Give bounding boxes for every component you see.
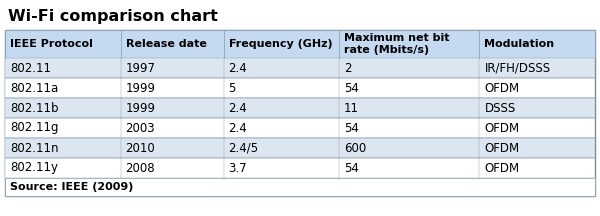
Text: Frequency (GHz): Frequency (GHz) [229, 39, 332, 49]
Bar [5, 30, 595, 58]
Text: 1997: 1997 [125, 62, 155, 75]
Text: 802.11y: 802.11y [10, 162, 58, 175]
Text: OFDM: OFDM [484, 141, 520, 154]
Bar [5, 30, 595, 196]
Text: DSSS: DSSS [484, 102, 516, 114]
Text: 2.4: 2.4 [229, 102, 247, 114]
Bar [5, 178, 595, 196]
Text: 54: 54 [344, 81, 359, 95]
Bar [5, 138, 595, 158]
Text: Release date: Release date [125, 39, 206, 49]
Text: 11: 11 [344, 102, 359, 114]
Text: 54: 54 [344, 121, 359, 135]
Text: Maximum net bit
rate (Mbits/s): Maximum net bit rate (Mbits/s) [344, 33, 449, 55]
Text: 802.11a: 802.11a [10, 81, 58, 95]
Text: 802.11n: 802.11n [10, 141, 59, 154]
Text: 1999: 1999 [125, 81, 155, 95]
Text: Modulation: Modulation [484, 39, 554, 49]
Bar [5, 78, 595, 98]
Text: 2008: 2008 [125, 162, 155, 175]
Text: 2.4: 2.4 [229, 62, 247, 75]
Bar [5, 118, 595, 138]
Text: IR/FH/DSSS: IR/FH/DSSS [484, 62, 551, 75]
Text: 802.11b: 802.11b [10, 102, 59, 114]
Bar [5, 158, 595, 178]
Bar [5, 58, 595, 78]
Text: Source: IEEE (2009): Source: IEEE (2009) [10, 182, 133, 192]
Text: 2.4: 2.4 [229, 121, 247, 135]
Bar [5, 98, 595, 118]
Text: 802.11: 802.11 [10, 62, 51, 75]
Text: 5: 5 [229, 81, 236, 95]
Text: IEEE Protocol: IEEE Protocol [10, 39, 93, 49]
Text: 802.11g: 802.11g [10, 121, 59, 135]
Text: OFDM: OFDM [484, 162, 520, 175]
Text: Wi-Fi comparison chart: Wi-Fi comparison chart [8, 10, 218, 24]
Text: 1999: 1999 [125, 102, 155, 114]
Text: 3.7: 3.7 [229, 162, 247, 175]
Text: 2: 2 [344, 62, 352, 75]
Bar [5, 4, 595, 30]
Text: 2.4/5: 2.4/5 [229, 141, 259, 154]
Text: 2003: 2003 [125, 121, 155, 135]
Text: 2010: 2010 [125, 141, 155, 154]
Text: OFDM: OFDM [484, 121, 520, 135]
Text: 54: 54 [344, 162, 359, 175]
Text: 600: 600 [344, 141, 366, 154]
Text: OFDM: OFDM [484, 81, 520, 95]
